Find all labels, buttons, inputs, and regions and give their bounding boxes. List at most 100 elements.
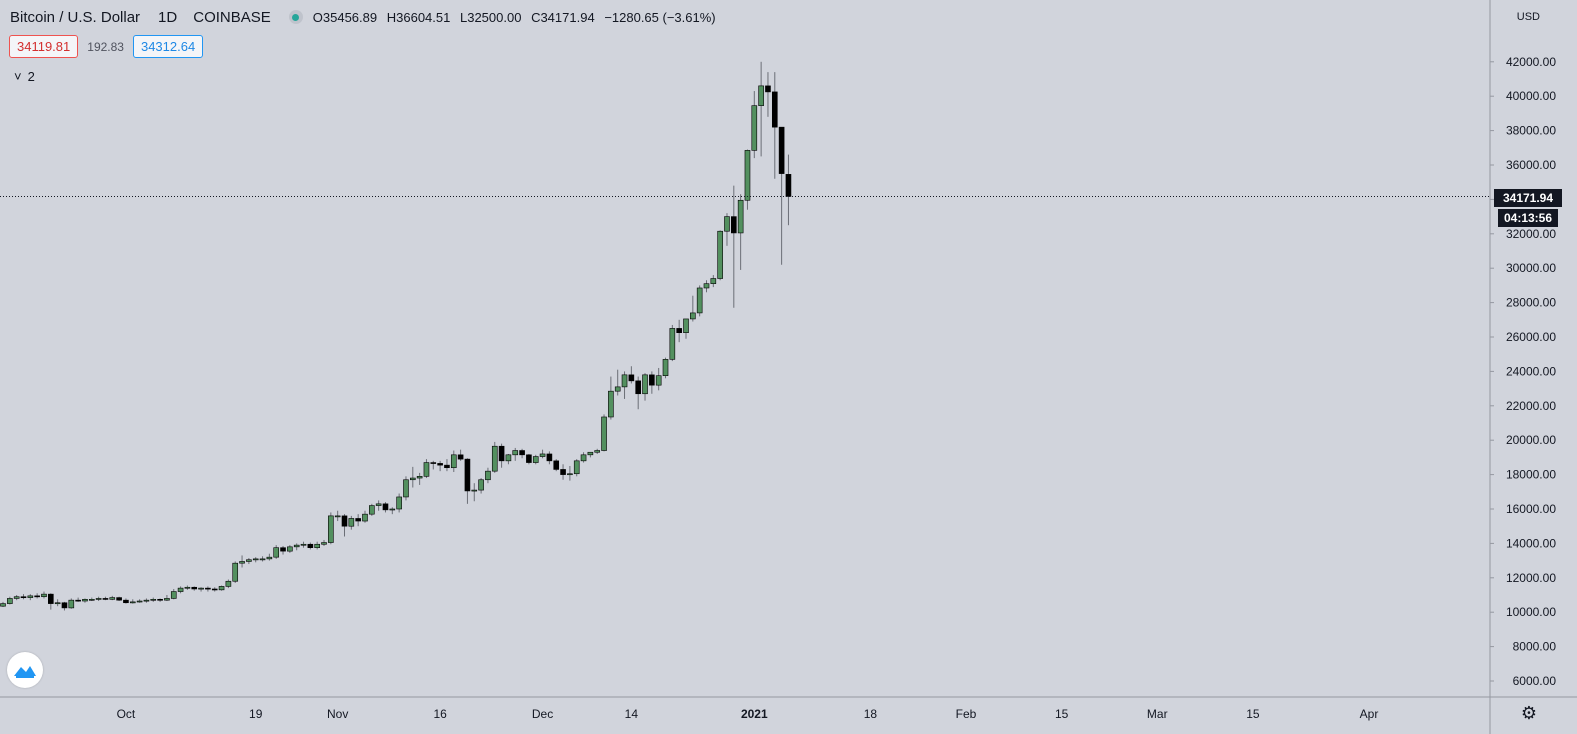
candle-up	[724, 216, 730, 232]
price-tick-label: 42000.00	[1506, 55, 1556, 69]
candle-down	[628, 374, 635, 382]
candle-down	[553, 460, 560, 470]
candle-up	[369, 505, 375, 515]
candle-down	[211, 588, 218, 591]
candle-up	[409, 477, 416, 481]
candle-down	[382, 503, 389, 511]
interval[interactable]: 1D	[158, 8, 178, 26]
candle-down	[61, 602, 68, 609]
candle-up	[239, 561, 245, 564]
candle-up	[348, 518, 355, 527]
candle-down	[464, 458, 471, 492]
candle-up	[389, 508, 396, 511]
candle-up	[512, 450, 519, 456]
time-tick-label: 15	[1246, 707, 1260, 721]
candle-down	[280, 547, 286, 552]
price-tick-label: 8000.00	[1513, 640, 1557, 654]
tradingview-logo-icon[interactable]	[7, 652, 43, 688]
candle-up	[737, 199, 744, 234]
time-tick-label: 19	[249, 707, 263, 721]
candle-up	[109, 597, 116, 600]
candle-down	[341, 515, 348, 527]
price-tick-label: 20000.00	[1506, 433, 1556, 447]
candle-down	[771, 91, 778, 128]
sell-button[interactable]: 34119.81	[9, 35, 79, 58]
price-tick-label: 14000.00	[1506, 536, 1556, 550]
price-tick-label: 24000.00	[1506, 364, 1556, 378]
candle-up	[218, 586, 225, 591]
candle-up	[143, 599, 150, 602]
indicators-toggle[interactable]: ˅ 2	[14, 69, 35, 84]
candle-up	[164, 598, 170, 601]
candle-up	[177, 587, 184, 592]
candle-up	[334, 515, 341, 518]
candle-up	[662, 359, 669, 376]
candle-down	[437, 463, 443, 466]
candle-up	[758, 85, 764, 106]
candle-up	[68, 599, 75, 609]
candle-up	[532, 456, 539, 463]
currency-label: USD	[1517, 11, 1540, 23]
candle-up	[232, 562, 239, 582]
candle-up	[129, 601, 136, 604]
price-tick-label: 40000.00	[1506, 89, 1556, 103]
candle-down	[191, 586, 198, 590]
candle-up	[703, 283, 710, 289]
candle-down	[430, 462, 437, 464]
price-tick-label: 26000.00	[1506, 330, 1556, 344]
candle-up	[225, 580, 232, 587]
symbol-name[interactable]: Bitcoin / U.S. Dollar	[10, 8, 141, 26]
candle-up	[642, 374, 648, 395]
price-axis[interactable]: 6000.00 8000.00 10000.00 12000.00 14000.00 16…	[1490, 55, 1556, 688]
time-tick-label: Dec	[532, 707, 553, 721]
logo-mark	[14, 666, 36, 678]
gear-icon[interactable]: ⚙	[1520, 702, 1538, 723]
price-tick-label: 30000.00	[1506, 261, 1556, 275]
candle-up	[416, 476, 423, 479]
change-value: −1280.65 (−3.61%)	[604, 9, 716, 25]
candle-up	[744, 150, 751, 201]
candle-down	[157, 598, 163, 601]
candle-down	[519, 450, 525, 456]
candle-up	[136, 600, 143, 603]
chevron-down-icon[interactable]: ˅	[14, 69, 22, 84]
price-tick-label: 22000.00	[1506, 399, 1556, 413]
time-tick-label: Nov	[327, 707, 348, 721]
candle-down	[778, 126, 785, 174]
candle-up	[273, 547, 280, 558]
time-axis[interactable]: 4Oct19Nov16Dec14202118Feb15Mar15Apr	[0, 707, 1379, 721]
candle-down	[116, 597, 122, 601]
candle-up	[396, 496, 402, 510]
candle-up	[150, 598, 157, 601]
candle-up	[82, 598, 88, 602]
candle-up	[287, 546, 293, 552]
candle-down	[546, 453, 553, 462]
price-tick-label: 6000.00	[1513, 674, 1557, 688]
symbol-header: Bitcoin / U.S. Dollar 1D COINBASE O35456…	[10, 7, 722, 27]
candle-up	[266, 556, 273, 560]
time-tick-label: 18	[864, 707, 878, 721]
candle-down	[560, 469, 566, 475]
time-tick-label: 16	[433, 707, 447, 721]
price-tick-label: 28000.00	[1506, 296, 1556, 310]
time-tick-label: 2021	[741, 707, 768, 721]
indicators-count: 2	[27, 69, 35, 84]
price-tick-label: 12000.00	[1506, 571, 1556, 585]
candle-down	[205, 587, 211, 590]
price-tick-label: 36000.00	[1506, 158, 1556, 172]
buy-button[interactable]: 34312.64	[132, 35, 204, 58]
price-tick-label: 18000.00	[1506, 468, 1556, 482]
last-price-label: 34171.94 04:13:56	[1494, 189, 1562, 227]
candle-up	[170, 591, 177, 599]
candle-up	[375, 503, 382, 506]
candle-down	[785, 174, 792, 197]
spread-value: 192.83	[87, 39, 124, 54]
candle-down	[102, 598, 109, 600]
candle-up	[580, 454, 587, 462]
candle-up	[7, 598, 13, 604]
candle-up	[601, 416, 607, 451]
countdown-badge	[1498, 209, 1558, 227]
candle-up	[478, 479, 484, 491]
candle-down	[48, 593, 54, 604]
